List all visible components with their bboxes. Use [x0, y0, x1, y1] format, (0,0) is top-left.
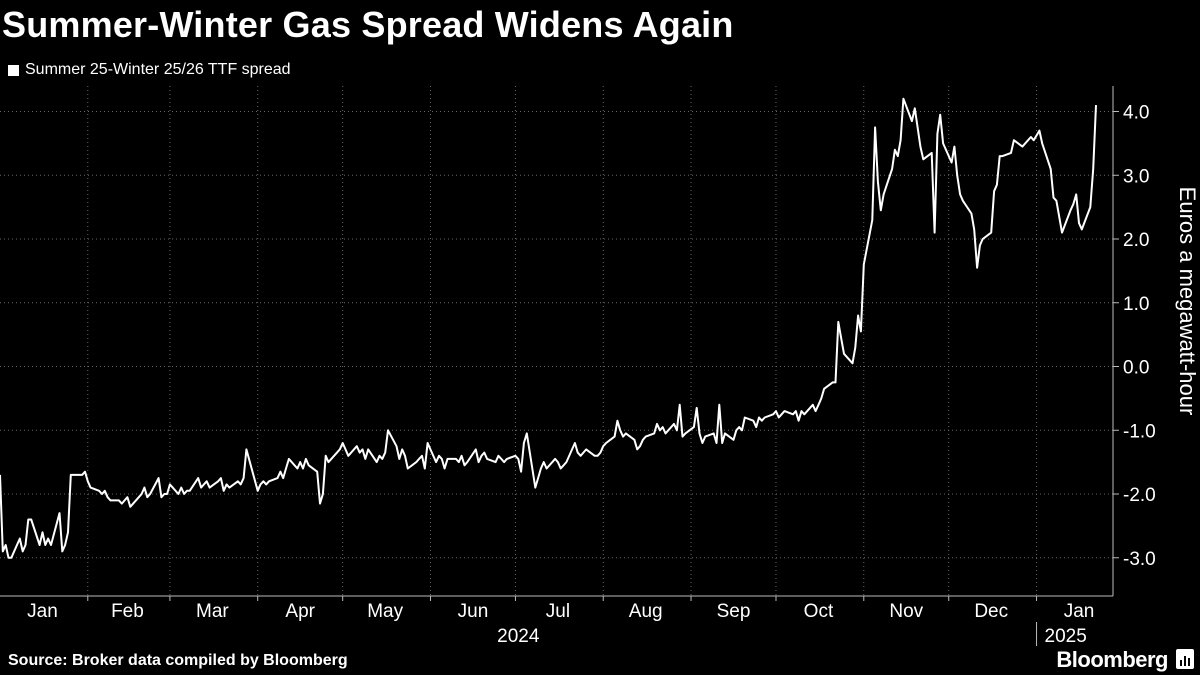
grid-lines [0, 86, 1113, 596]
y-tick-label: 0.0 [1123, 358, 1149, 379]
x-tick-label: Feb [111, 601, 144, 622]
x-tick-label: Sep [717, 601, 751, 622]
x-tick-label: Jun [458, 601, 489, 622]
x-tick-label: Aug [629, 601, 663, 622]
x-tick-label: Jan [27, 601, 58, 622]
legend-label: Summer 25-Winter 25/26 TTF spread [25, 61, 291, 78]
y-tick-label: -3.0 [1123, 549, 1156, 570]
x-tick-label: Mar [196, 601, 229, 622]
y-axis-label: Euros a megawatt-hour [1175, 187, 1200, 416]
chart-badge-icon [1176, 649, 1194, 669]
x-tick-label: May [367, 601, 403, 622]
bloomberg-logo: Bloomberg [1056, 647, 1168, 672]
x-tick-label: Dec [974, 601, 1008, 622]
year-label: 2025 [1045, 626, 1087, 647]
y-tick-label: 1.0 [1123, 294, 1149, 315]
legend: Summer 25-Winter 25/26 TTF spread [8, 61, 291, 79]
source-note: Source: Broker data compiled by Bloomber… [8, 652, 348, 669]
x-tick-label: Oct [804, 601, 834, 622]
year-label: 2024 [497, 626, 540, 647]
series-line [0, 97, 1097, 559]
x-tick-label: Apr [285, 601, 315, 622]
y-tick-label: -1.0 [1123, 421, 1156, 442]
x-tick-label: Jul [546, 601, 570, 622]
chart-title: Summer-Winter Gas Spread Widens Again [2, 4, 734, 45]
x-tick-label: Nov [889, 601, 923, 622]
y-tick-label: -2.0 [1123, 485, 1156, 506]
legend-swatch [8, 64, 19, 76]
axes: -3.0 -2.0 -1.0 0.0 1.0 2.0 3.0 4.0 Jan Feb Mar Apr M… [0, 86, 1156, 647]
series-layer [0, 97, 1097, 559]
y-tick-label: 3.0 [1123, 166, 1149, 187]
y-tick-label: 2.0 [1123, 230, 1149, 251]
x-tick-label: Jan [1064, 601, 1095, 622]
y-tick-label: 4.0 [1123, 103, 1149, 124]
